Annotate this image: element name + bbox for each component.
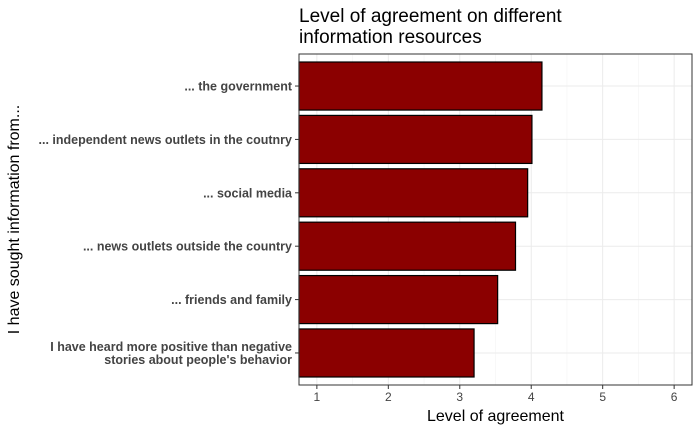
x-tick-label: 4 <box>528 390 535 404</box>
x-axis-title: Level of agreement <box>427 408 565 425</box>
y-axis-title: I have sought information from... <box>6 105 23 334</box>
bar <box>298 168 529 218</box>
x-tick-label: 5 <box>599 390 606 404</box>
x-tick-label: 2 <box>385 390 392 404</box>
category-label: ... social media <box>203 186 293 200</box>
chart-title: Level of agreement on different informat… <box>299 6 562 48</box>
category-label: stories about people's behavior <box>104 353 292 367</box>
x-tick-label: 6 <box>671 390 678 404</box>
category-label: ... independent news outlets in the cout… <box>39 133 293 147</box>
x-tick-label: 3 <box>456 390 463 404</box>
plot-panel-border <box>298 53 693 386</box>
bar <box>298 274 499 325</box>
category-label: ... the government <box>184 80 292 94</box>
bar <box>298 221 517 271</box>
category-label: ... friends and family <box>171 293 292 307</box>
bar <box>298 114 533 165</box>
x-axis-ticks: 1 2 3 4 5 6 <box>314 385 678 404</box>
bars <box>298 61 543 378</box>
bar <box>298 61 543 111</box>
bar <box>298 328 475 378</box>
category-labels: ... the government ... independent news o… <box>39 80 299 367</box>
x-tick-label: 1 <box>314 390 321 404</box>
chart-title-line-1: Level of agreement on different <box>299 6 562 27</box>
category-label: I have heard more positive than negative <box>50 340 292 354</box>
category-label: ... news outlets outside the country <box>83 240 292 254</box>
chart-title-line-2: information resources <box>299 27 482 48</box>
